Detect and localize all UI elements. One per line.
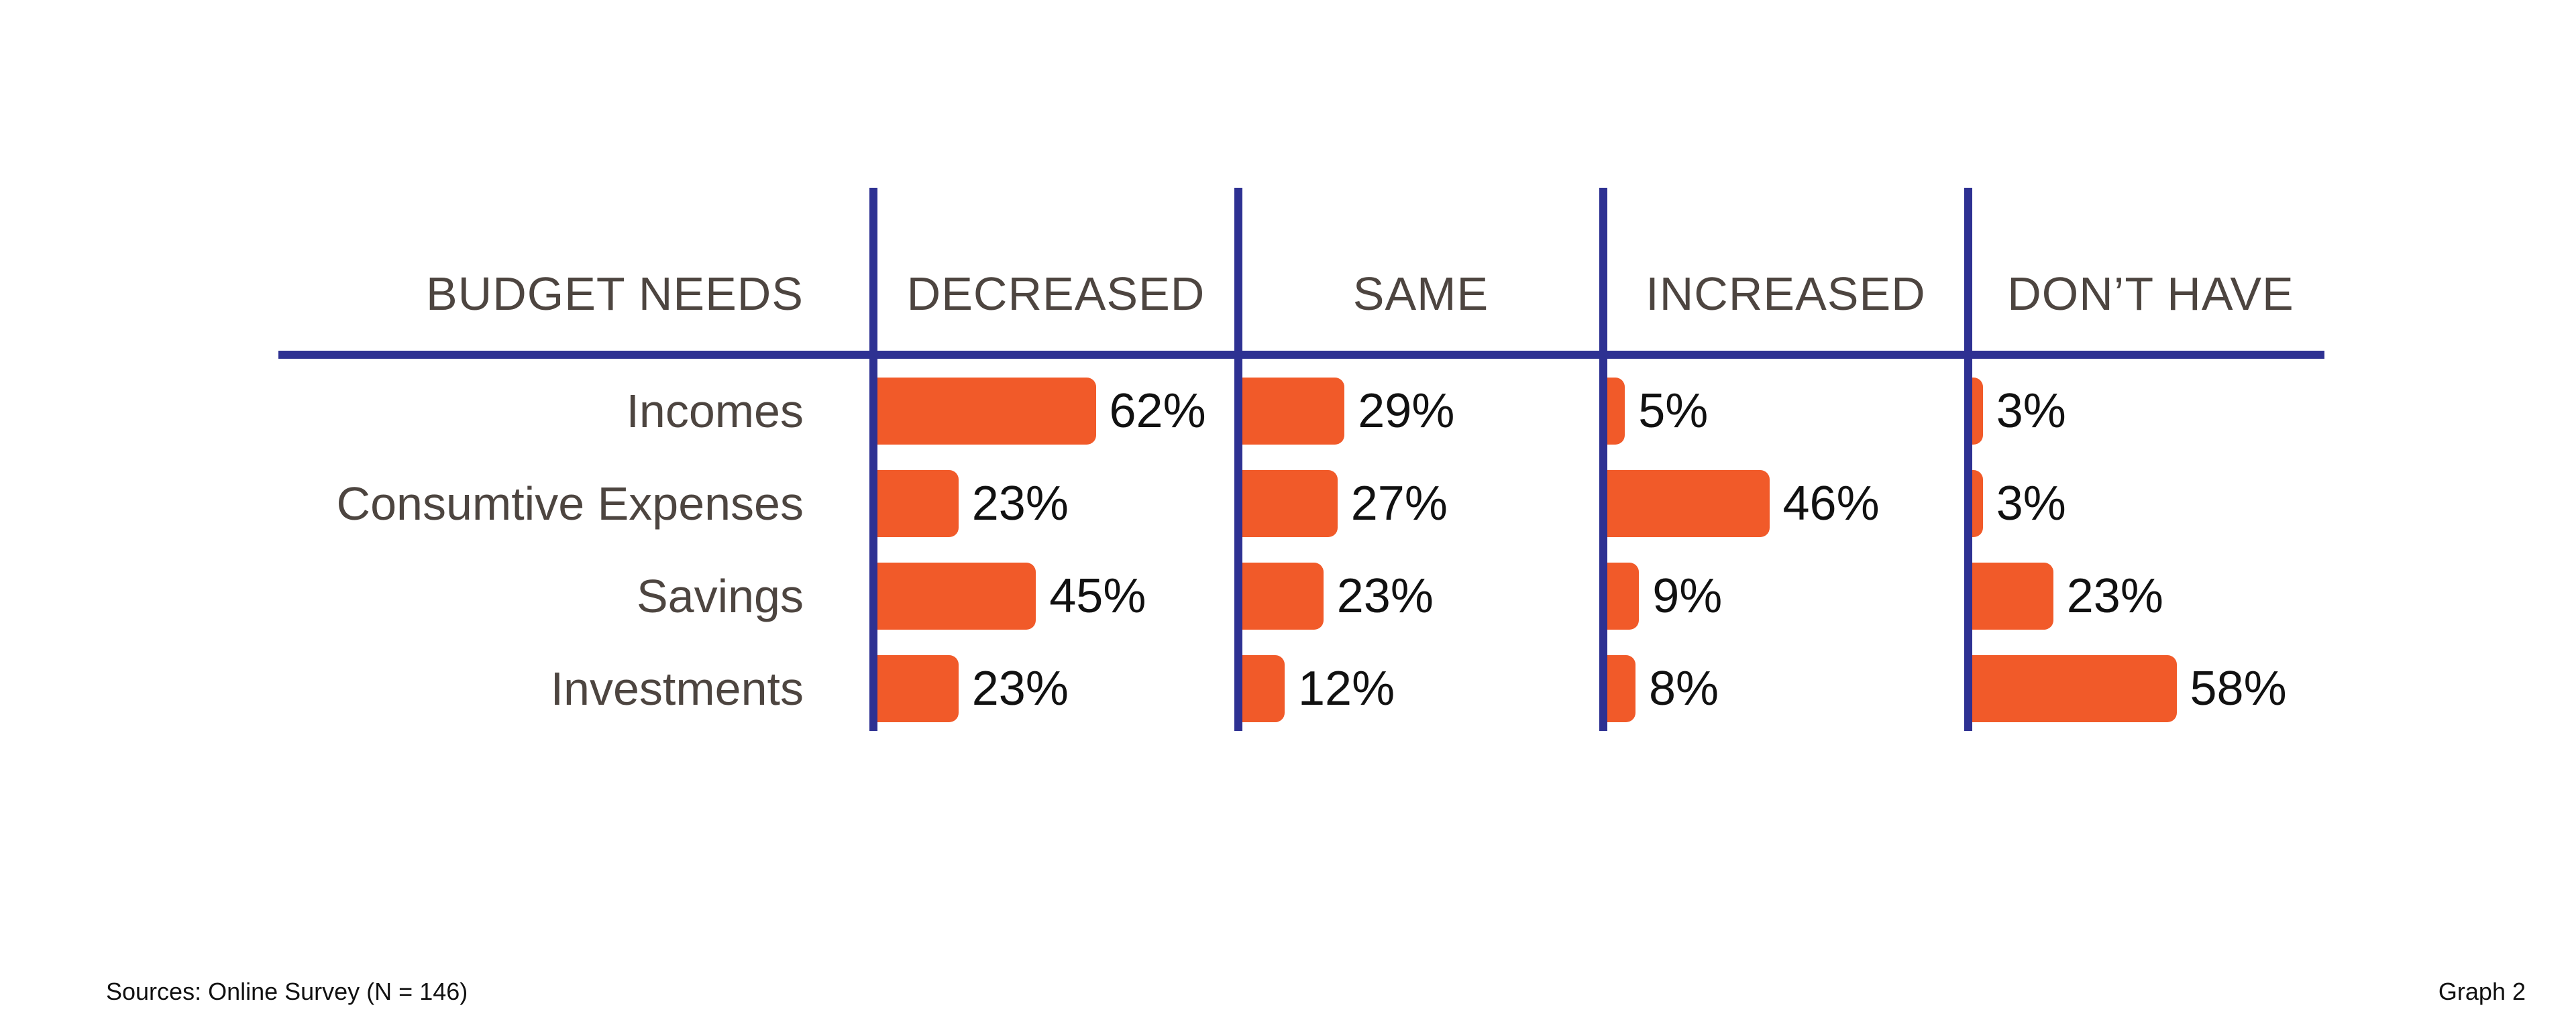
- column-header-same: SAME: [1352, 268, 1489, 320]
- bar-1-3: [877, 563, 1036, 630]
- row-label-incomes: Incomes: [626, 385, 804, 437]
- row-label-investments: Investments: [550, 663, 804, 715]
- source-note: Sources: Online Survey (N = 146): [106, 978, 468, 1005]
- bar-4-3: [1972, 563, 2053, 630]
- bar-4-2: [1972, 470, 1983, 537]
- bar-1-2: [877, 470, 959, 537]
- bar-2-1: [1242, 378, 1345, 445]
- value-label: 3%: [1996, 384, 2066, 438]
- bar-3-1: [1607, 378, 1625, 445]
- value-label: 62%: [1109, 384, 1206, 438]
- value-label: 46%: [1782, 477, 1880, 530]
- bar-2-3: [1242, 563, 1324, 630]
- bar-2-4: [1242, 655, 1285, 722]
- column-rule-4: [1964, 188, 1972, 731]
- value-label: 8%: [1649, 662, 1719, 716]
- value-label: 23%: [2066, 569, 2163, 623]
- bar-1-1: [877, 378, 1096, 445]
- column-header-increased: INCREASED: [1646, 268, 1926, 320]
- column-rule-3: [1599, 188, 1607, 731]
- column-header-decreased: DECREASED: [906, 268, 1205, 320]
- column-rule-1: [869, 188, 877, 731]
- value-label: 45%: [1049, 569, 1146, 623]
- row-header: BUDGET NEEDS: [425, 268, 804, 320]
- value-label: 3%: [1996, 477, 2066, 530]
- value-label: 27%: [1350, 477, 1448, 530]
- bar-3-4: [1607, 655, 1635, 722]
- column-rule-2: [1234, 188, 1242, 731]
- value-label: 23%: [971, 477, 1069, 530]
- value-label: 5%: [1638, 384, 1709, 438]
- value-label: 29%: [1358, 384, 1455, 438]
- header-rule: [278, 351, 2324, 359]
- value-label: 23%: [1336, 569, 1434, 623]
- bar-4-4: [1972, 655, 2177, 722]
- bar-1-4: [877, 655, 959, 722]
- row-label-consumtive-expenses: Consumtive Expenses: [336, 477, 804, 530]
- column-header-don-t-have: DON’T HAVE: [2007, 268, 2294, 320]
- bar-2-2: [1242, 470, 1338, 537]
- bar-4-1: [1972, 378, 1983, 445]
- value-label: 12%: [1298, 662, 1395, 716]
- value-label: 9%: [1652, 569, 1723, 623]
- graph-label: Graph 2: [2438, 978, 2526, 1005]
- value-label: 23%: [971, 662, 1069, 716]
- bar-3-2: [1607, 470, 1770, 537]
- row-label-savings: Savings: [636, 570, 804, 622]
- value-label: 58%: [2190, 662, 2287, 716]
- bar-3-3: [1607, 563, 1640, 630]
